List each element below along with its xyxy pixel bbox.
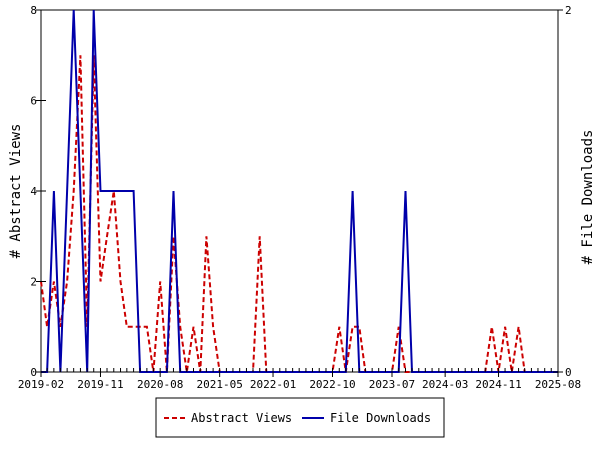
legend-box [155,397,445,438]
series-line-abstract-views [40,55,558,373]
y-right-tick-label: 2 [565,4,572,17]
y-left-tick-label: 6 [30,95,37,108]
left-axis-label: # Abstract Views [8,124,24,259]
y-left-tick-label: 8 [30,4,37,17]
x-tick-label: 2024-03 [422,378,468,391]
legend: Abstract Views File Downloads [155,397,445,438]
x-tick-label: 2022-01 [250,378,296,391]
y-right-tick-label: 0 [565,366,572,379]
series-line-file-downloads [41,9,558,373]
x-tick-label: 2021-05 [196,378,242,391]
axes-group: 2019-02 2019-11 2020-08 2021-05 2022-01 2022-… [18,4,581,391]
x-tick-label: 2025-08 [535,378,581,391]
y-left-tick-label: 4 [30,185,37,198]
y-left-tick-label: 2 [30,276,37,289]
y-left-tick-label: 0 [30,366,37,379]
legend-label-file-downloads: File Downloads [330,411,431,425]
right-axis-label: # File Downloads [580,130,596,265]
x-tick-label: 2024-11 [475,378,521,391]
x-tick-label: 2019-11 [77,378,123,391]
x-tick-label: 2022-10 [309,378,355,391]
legend-label-abstract-views: Abstract Views [191,411,292,425]
x-tick-label: 2023-07 [369,378,415,391]
x-tick-label: 2019-02 [18,378,64,391]
x-tick-label: 2020-08 [137,378,183,391]
series-group [40,9,558,373]
